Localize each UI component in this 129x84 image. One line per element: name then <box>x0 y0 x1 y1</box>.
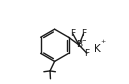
Text: −: − <box>81 38 86 43</box>
Text: F: F <box>70 29 75 38</box>
Text: F: F <box>84 49 89 58</box>
Text: B: B <box>76 40 82 49</box>
Text: K: K <box>94 44 100 54</box>
Text: F: F <box>81 29 86 38</box>
Text: +: + <box>100 39 106 45</box>
